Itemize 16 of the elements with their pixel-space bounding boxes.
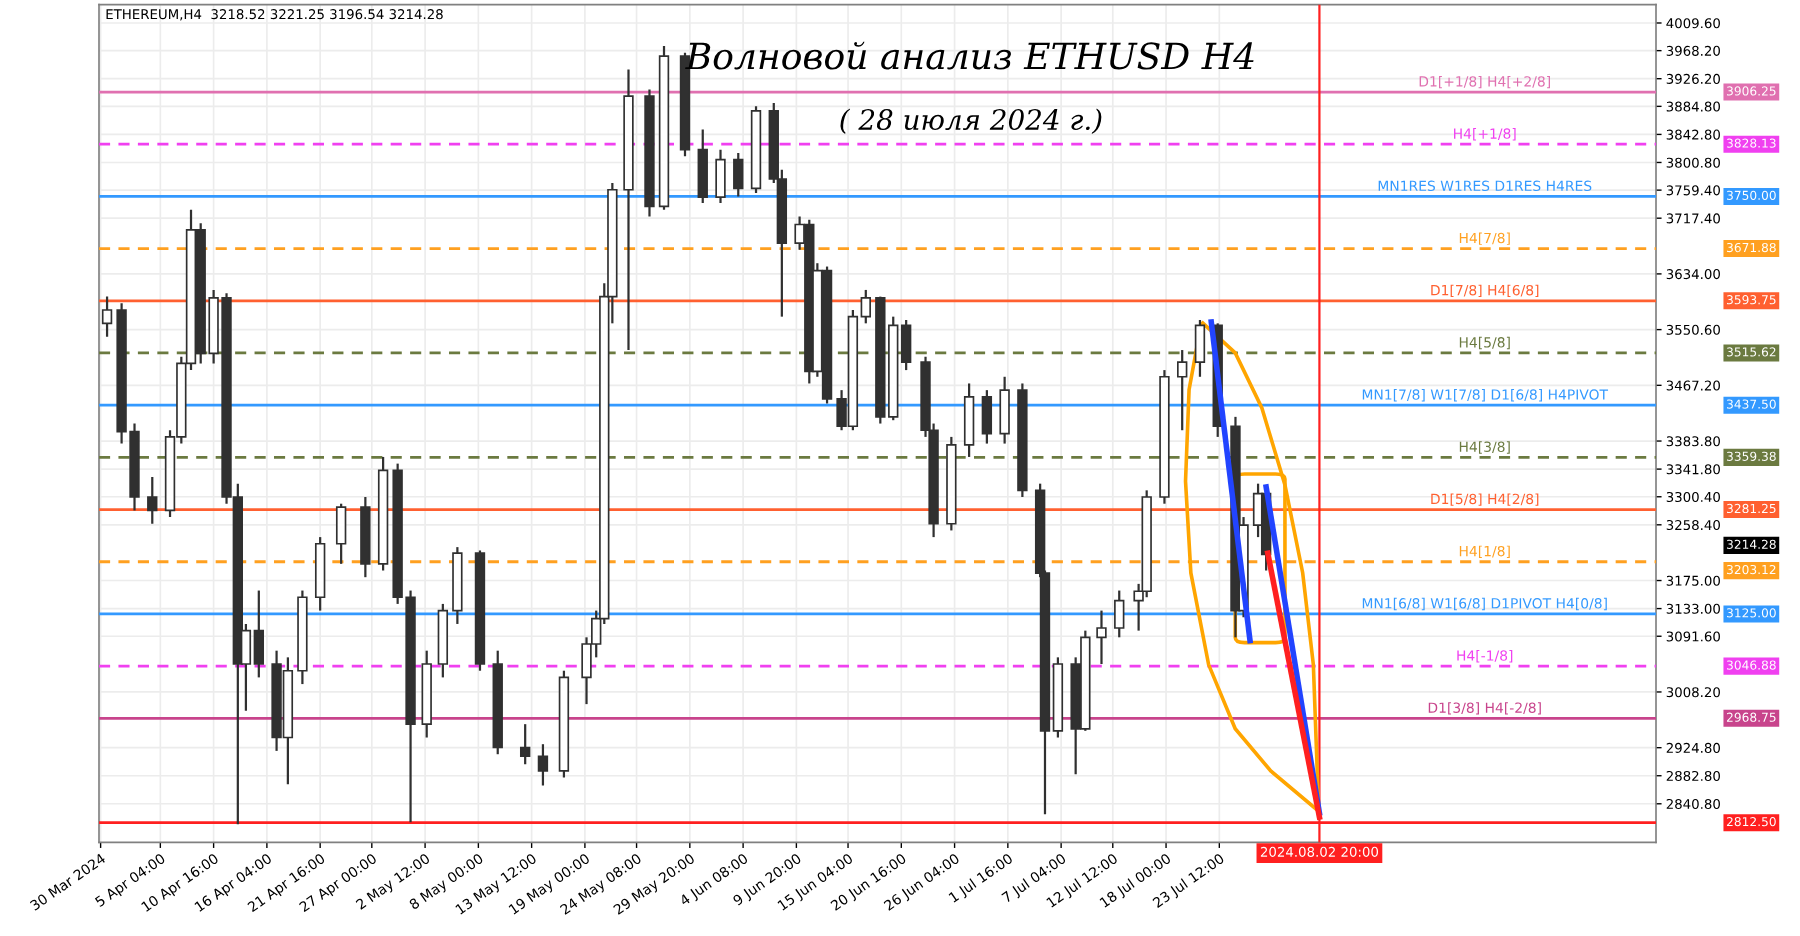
candlestick [1177, 348, 1188, 432]
candlestick [697, 128, 708, 205]
candlestick [1096, 609, 1107, 666]
candlestick [733, 151, 744, 198]
candlestick [981, 389, 993, 445]
candlestick [335, 502, 347, 565]
candlestick [999, 375, 1010, 445]
candlestick [101, 295, 113, 338]
candlestick [1114, 589, 1125, 639]
text: Волновой анализ ETHUSD H4 [685, 41, 1254, 70]
candlestick [715, 148, 726, 205]
candlestick [1194, 318, 1206, 378]
candlestick [537, 743, 549, 787]
candlestick [519, 723, 531, 766]
text: ( 28 июля 2024 г.) [840, 108, 1102, 134]
candlestick [147, 475, 158, 525]
